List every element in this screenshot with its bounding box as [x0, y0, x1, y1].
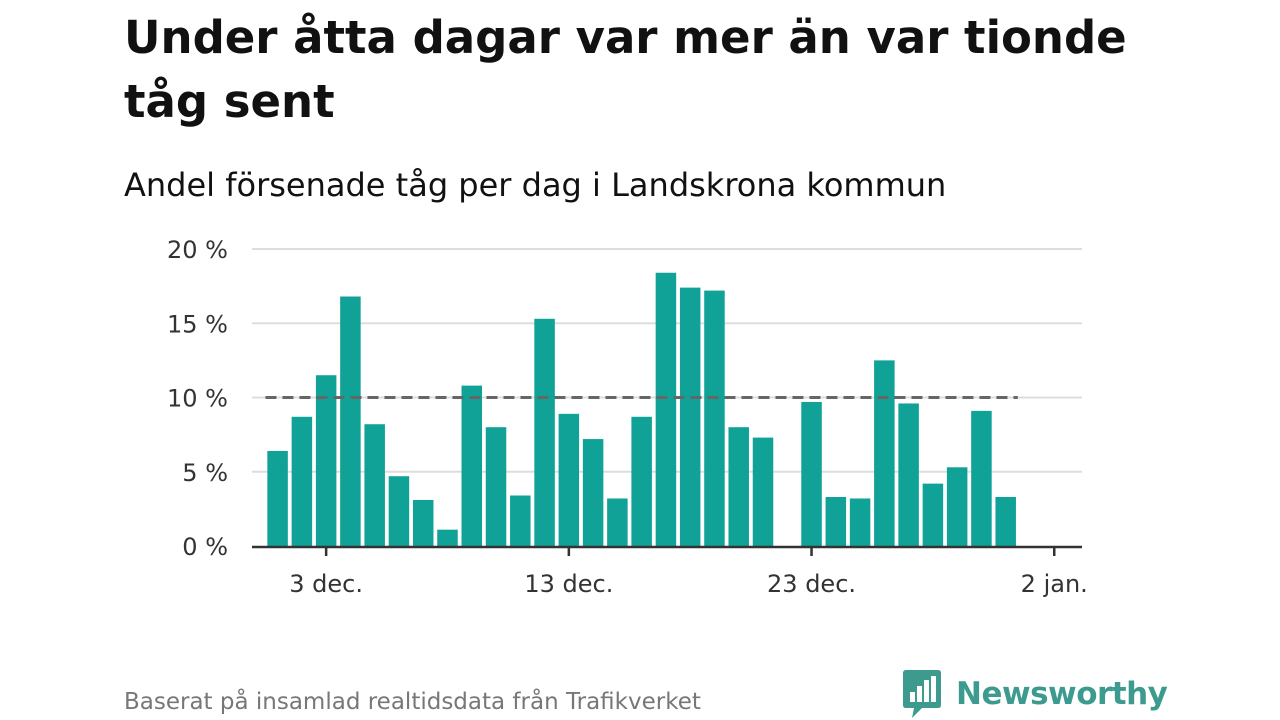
brand-logo: Newsworthy	[902, 668, 1168, 720]
bar	[995, 496, 1016, 546]
bar	[801, 401, 822, 546]
y-tick-label: 15 %	[167, 310, 228, 338]
bar	[340, 296, 361, 546]
y-tick-label: 5 %	[182, 459, 228, 487]
bar	[631, 416, 652, 546]
x-tick-label: 23 dec.	[767, 570, 856, 598]
bar	[607, 498, 628, 546]
bar	[946, 467, 968, 546]
x-tick-label: 3 dec.	[289, 570, 363, 598]
y-tick-label: 20 %	[167, 236, 228, 264]
bar	[849, 498, 871, 546]
bar	[534, 318, 555, 546]
bar	[461, 385, 483, 546]
brand-name: Newsworthy	[956, 676, 1168, 712]
chart-title: Under åtta dagar var mer än var tionde t…	[124, 11, 1127, 128]
bar	[315, 375, 337, 546]
chart-subtitle: Andel försenade tåg per dag i Landskrona…	[124, 166, 947, 204]
bar	[364, 424, 385, 546]
bar	[752, 437, 774, 546]
bar	[510, 495, 531, 546]
bar	[825, 496, 847, 546]
bar	[971, 410, 992, 546]
bar	[728, 427, 749, 546]
bar	[922, 483, 944, 546]
bar	[874, 360, 895, 546]
bar	[582, 439, 604, 546]
source-note: Baserat på insamlad realtidsdata från Tr…	[124, 689, 701, 715]
bar	[388, 476, 410, 546]
bar	[898, 403, 919, 546]
bar	[437, 529, 458, 546]
y-tick-label: 0 %	[182, 533, 228, 561]
bar	[485, 427, 507, 546]
bar	[291, 416, 313, 546]
x-tick-label: 2 jan.	[1021, 570, 1088, 598]
bar	[558, 413, 580, 546]
x-tick-label: 13 dec.	[524, 570, 613, 598]
bar	[655, 272, 677, 546]
bar	[704, 290, 725, 546]
bar	[412, 499, 434, 546]
newsworthy-logo-icon	[903, 670, 941, 718]
bar	[679, 287, 701, 546]
bar	[267, 450, 288, 546]
y-tick-label: 10 %	[167, 385, 228, 413]
bar-chart: 0 % 5 % 10 % 15 % 20 % 3 dec. 13 dec. 23 dec. 2 …	[167, 236, 1088, 598]
